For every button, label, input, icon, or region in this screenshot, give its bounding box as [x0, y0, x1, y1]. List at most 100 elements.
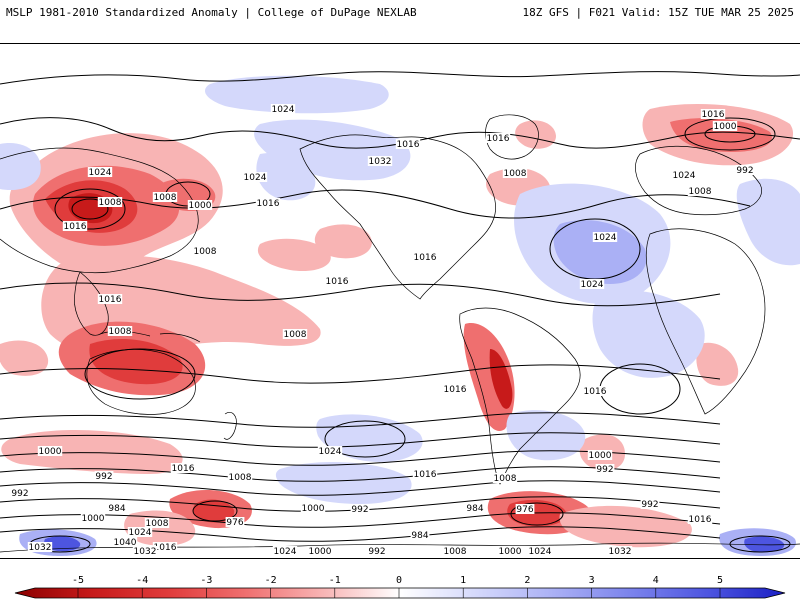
- isobar-label-bg: [62, 221, 88, 231]
- isobar-line: [0, 432, 721, 448]
- isobar-label: 1032: [134, 547, 157, 557]
- anomaly-region-greenland: [515, 120, 556, 149]
- isobar-label: 1024: [529, 547, 552, 557]
- isobar-label: 992: [11, 489, 28, 499]
- isobar-label-bg: [270, 104, 296, 114]
- isobar-label-bg: [442, 384, 468, 394]
- isobar-label: 1016: [154, 543, 177, 553]
- isobar-label: 1024: [244, 173, 267, 183]
- isobar-label-bg: [127, 527, 153, 537]
- isobar-label: 1008: [284, 330, 307, 340]
- isobar-label-bg: [107, 503, 127, 513]
- colorbar-tick-label: -5: [72, 575, 84, 586]
- anomaly-region-gulf-alaska: [256, 152, 316, 201]
- isobar-label: 1016: [414, 470, 437, 480]
- isobar-label-bg: [515, 504, 535, 514]
- anomaly-region-southern-ocean-2-core: [193, 499, 235, 523]
- coastline-south-america: [459, 307, 581, 485]
- isobar-label: 1032: [29, 543, 52, 553]
- isobar-label-bg: [607, 546, 633, 556]
- isobar-line: [0, 480, 721, 496]
- anomaly-region-europe-core: [670, 118, 772, 152]
- isobar-label: 992: [351, 505, 368, 515]
- isobar-label-bg: [442, 546, 468, 556]
- isobar-label-bg: [527, 546, 553, 556]
- isobar-line: [0, 364, 721, 384]
- anomaly-region-siberia: [0, 143, 41, 191]
- isobar-label: 1024: [319, 447, 342, 457]
- isobar-label-bg: [80, 513, 106, 523]
- isobar-label: 992: [368, 547, 385, 557]
- isobar-label: 1008: [504, 169, 527, 179]
- isobar-line: [0, 526, 721, 542]
- isobar-label: 1008: [99, 198, 122, 208]
- isobar-line: [0, 71, 800, 85]
- anomaly-region-antarctic-2-core: [744, 536, 785, 553]
- negative-anomaly-shading: [0, 104, 794, 548]
- isobar-label-bg: [152, 542, 178, 552]
- isobar-label: 1024: [673, 171, 696, 181]
- colorbar-tick-labels: -5 -4 -3 -2 -1 0 1 2 3 4 5: [72, 575, 723, 586]
- isobar-label: 1016: [584, 387, 607, 397]
- isobar-label: 1024: [89, 168, 112, 178]
- isobar-label: 1000: [714, 122, 737, 132]
- isobar-label: 992: [641, 500, 658, 510]
- isobar-label: 1000: [309, 547, 332, 557]
- isobar-label: 1024: [594, 233, 617, 243]
- isobar-label-bg: [187, 200, 213, 210]
- anomaly-region-north-pacific: [257, 238, 331, 272]
- isobar-label-bg: [492, 473, 518, 483]
- colorbar-tick-label: 4: [653, 575, 659, 586]
- isobar-label-bg: [227, 472, 253, 482]
- anomaly-region-central-asia: [736, 178, 800, 266]
- isobar-label-bg: [242, 172, 268, 182]
- isobar-label: 1008: [109, 327, 132, 337]
- isobar-label-bg: [317, 446, 343, 456]
- isobar-label: 976: [226, 518, 243, 528]
- coastline-asia: [0, 147, 199, 274]
- colorbar-tick-label: 5: [717, 575, 723, 586]
- model-run-info: 18Z GFS | F021 Valid: 15Z TUE MAR 25 202…: [522, 6, 794, 19]
- isobar-closed-low-southern-1: [192, 500, 238, 522]
- isobar-label: 1000: [589, 451, 612, 461]
- isobar-label-bg: [10, 488, 30, 498]
- isobar-label: 1016: [487, 134, 510, 144]
- isobar-label-bg: [272, 546, 298, 556]
- anomaly-region-arctic: [205, 75, 389, 114]
- colorbar-gradient: [14, 587, 786, 599]
- coastline-australia: [86, 349, 196, 415]
- isobar-label: 1000: [302, 504, 325, 514]
- anomaly-region-south-pacific: [275, 461, 412, 504]
- isobar-label-bg: [225, 517, 245, 527]
- positive-anomaly-shading: [0, 75, 800, 556]
- isobar-label-bg: [87, 167, 113, 177]
- coastline-europe: [635, 145, 762, 216]
- isobar-label-bg: [700, 109, 726, 119]
- isobar-label: 1024: [129, 528, 152, 538]
- isobar-label-bg: [170, 463, 196, 473]
- isobar-closed-low-southern-2: [510, 502, 564, 526]
- isobar-label-bg: [592, 232, 618, 242]
- isobar-label-bg: [595, 464, 615, 474]
- isobar-label: 1000: [189, 201, 212, 211]
- isobar-label: 984: [466, 504, 483, 514]
- colorbar-tick-label: 2: [524, 575, 530, 586]
- isobar-label-bg: [324, 276, 350, 286]
- map-title: MSLP 1981-2010 Standardized Anomaly | Co…: [6, 6, 417, 19]
- isobar-closed-low-east-asia-inner: [71, 198, 109, 220]
- isobar-label-bg: [307, 546, 333, 556]
- isobar-line: [0, 412, 721, 428]
- anomaly-region-andes-core: [489, 349, 513, 409]
- isobar-label-bg: [412, 252, 438, 262]
- coastline-north-america: [299, 134, 496, 300]
- isobar-label: 992: [736, 166, 753, 176]
- isobar-label: 1008: [154, 193, 177, 203]
- anomaly-region-southern-ocean-1: [1, 429, 183, 474]
- isobar-label-bg: [579, 279, 605, 289]
- isobar-label: 1000: [39, 447, 62, 457]
- colorbar-tick-label: 3: [589, 575, 595, 586]
- isobar-label: 1032: [369, 157, 392, 167]
- isobar-label-bg: [587, 450, 613, 460]
